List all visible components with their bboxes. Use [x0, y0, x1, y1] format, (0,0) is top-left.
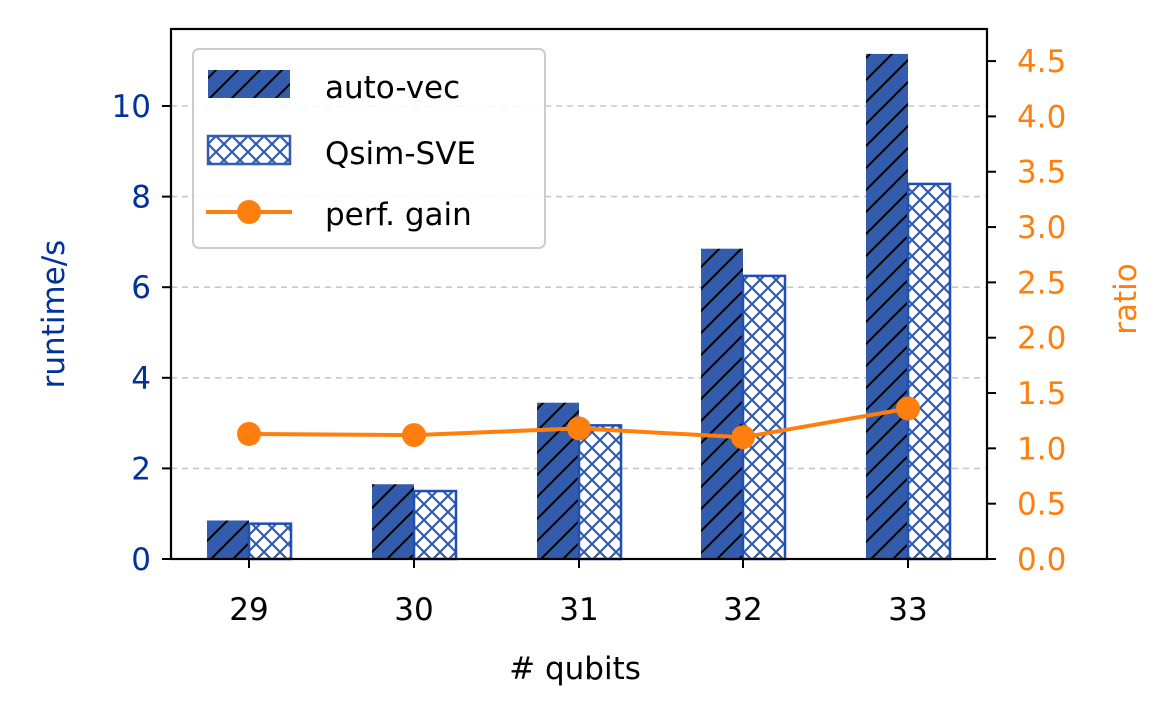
y2-axis-label: ratio — [1108, 263, 1144, 334]
x-tick-label: 33 — [888, 592, 927, 628]
legend: auto-vec Qsim-SVE perf. gain — [192, 48, 546, 249]
right-tick-label: 0.0 — [1017, 542, 1066, 578]
x-tick-label: 29 — [229, 592, 268, 628]
x-tick-label: 30 — [394, 592, 433, 628]
left-tick-label: 4 — [131, 361, 151, 397]
left-tick-label: 2 — [131, 451, 151, 487]
legend-swatch-qsim-sve — [206, 134, 292, 166]
legend-label-perf-gain: perf. gain — [325, 197, 472, 233]
x-axis: 29 30 31 32 33 — [229, 559, 928, 628]
y-axis-label: runtime/s — [36, 240, 72, 389]
right-tick-label: 3.5 — [1017, 155, 1066, 191]
right-tick-label: 4.5 — [1017, 44, 1066, 80]
left-tick-label: 6 — [131, 270, 151, 306]
right-tick-label: 2.0 — [1017, 321, 1066, 357]
bar-auto-vec-33 — [866, 53, 908, 560]
perf-gain-point-30 — [402, 423, 426, 448]
bar-qsim-sve-31 — [577, 424, 623, 561]
legend-swatch-perf-gain-marker — [237, 200, 261, 224]
right-tick-label: 1.5 — [1017, 376, 1066, 412]
bar-qsim-sve-29 — [247, 522, 293, 561]
x-tick-label: 31 — [559, 592, 598, 628]
perf-gain-point-33 — [896, 396, 920, 421]
right-tick-label: 1.0 — [1017, 431, 1066, 467]
legend-swatch-auto-vec — [208, 70, 290, 98]
left-y-axis: 0 2 4 6 8 10 — [112, 89, 171, 578]
perf-gain-point-32 — [731, 425, 755, 450]
right-tick-label: 3.0 — [1017, 210, 1066, 246]
left-tick-label: 0 — [131, 542, 151, 578]
legend-label-qsim-sve: Qsim-SVE — [325, 136, 476, 172]
perf-gain-point-29 — [237, 421, 261, 446]
right-tick-label: 2.5 — [1017, 265, 1066, 301]
bars-group — [207, 53, 952, 561]
right-y-axis: 0.0 0.5 1.0 1.5 2.0 2.5 3.0 3.5 4.0 4.5 — [987, 44, 1066, 578]
legend-label-auto-vec: auto-vec — [325, 70, 460, 106]
perf-gain-line-group — [237, 396, 920, 450]
x-axis-label: # qubits — [509, 651, 641, 687]
bar-qsim-sve-30 — [412, 489, 458, 561]
bar-qsim-sve-32 — [741, 274, 787, 561]
left-tick-label: 10 — [112, 89, 151, 125]
legend-box — [192, 48, 546, 249]
perf-gain-point-31 — [567, 416, 591, 441]
bar-qsim-sve-33 — [906, 182, 952, 561]
bar-auto-vec-29 — [207, 520, 249, 559]
bar-auto-vec-32 — [701, 248, 743, 559]
x-tick-label: 32 — [723, 592, 762, 628]
right-tick-label: 0.5 — [1017, 487, 1066, 523]
right-tick-label: 4.0 — [1017, 99, 1066, 135]
left-tick-label: 8 — [131, 180, 151, 216]
bar-auto-vec-30 — [372, 484, 414, 559]
